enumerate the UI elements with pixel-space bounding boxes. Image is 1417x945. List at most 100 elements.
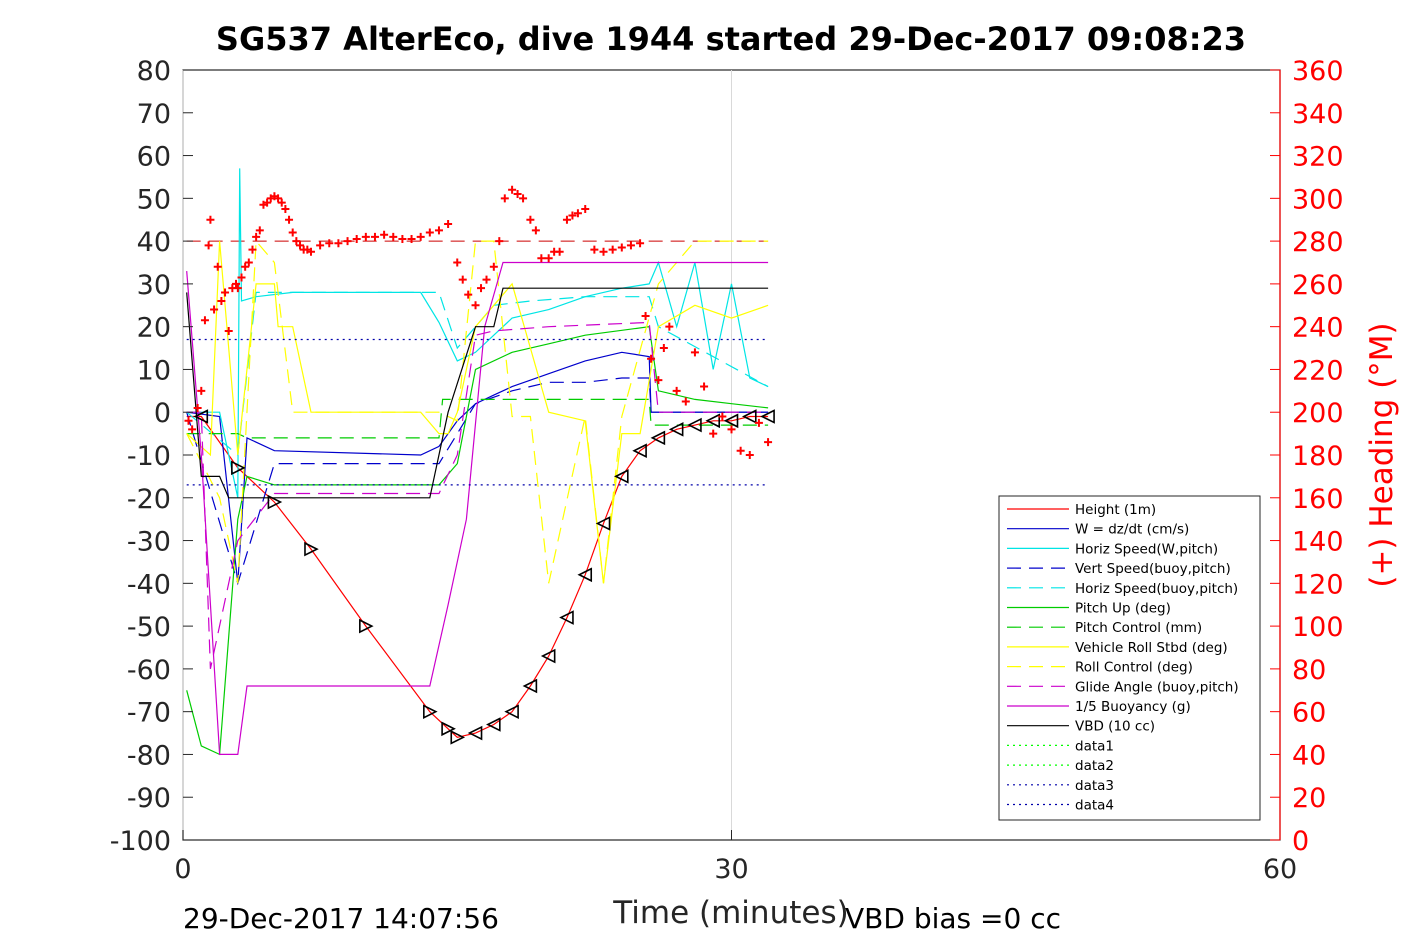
y2-tick-label-10: 160 — [1292, 484, 1344, 515]
heading-point-5 — [204, 241, 213, 250]
heading-point-36 — [325, 239, 334, 248]
legend-label-6: Pitch Control (mm) — [1075, 620, 1202, 636]
y-tick-label-2: 60 — [137, 142, 171, 173]
heading-point-87 — [709, 429, 718, 438]
heading-point-91 — [745, 451, 754, 459]
heading-point-14 — [233, 284, 242, 293]
legend-label-3: Vert Speed(buoy,pitch) — [1075, 561, 1231, 577]
y2-tick-label-3: 300 — [1292, 184, 1344, 215]
y2-tick-label-13: 100 — [1292, 612, 1344, 643]
legend-label-11: VBD (10 cc) — [1075, 719, 1155, 735]
depth-marker-14 — [559, 610, 574, 625]
depth-marker-8 — [450, 730, 466, 745]
legend: Height (1m) W = dz/dt (cm/s) Horiz Speed(W… — [998, 495, 1261, 821]
legend-label-15: data4 — [1075, 798, 1114, 814]
heading-point-43 — [389, 232, 398, 241]
heading-point-65 — [544, 254, 553, 263]
y2-tick-label-1: 340 — [1292, 99, 1344, 130]
depth-marker-6 — [423, 704, 438, 719]
heading-point-61 — [519, 194, 528, 203]
legend-label-8: Roll Control (deg) — [1075, 660, 1193, 676]
heading-point-18 — [248, 245, 257, 254]
heading-point-39 — [352, 234, 361, 243]
heading-point-25 — [274, 194, 283, 203]
y2-tick-label-16: 40 — [1292, 740, 1326, 771]
heading-point-59 — [508, 185, 517, 194]
heading-point-74 — [608, 245, 617, 254]
y-tick-label-0: 80 — [137, 56, 171, 87]
y-tick-label-9: -10 — [127, 441, 171, 472]
heading-point-6 — [206, 215, 215, 224]
y2-tick-label-2: 320 — [1292, 142, 1344, 173]
depth-marker-24 — [741, 409, 757, 424]
legend-label-14: data3 — [1075, 778, 1114, 794]
series-line-6 — [186, 398, 769, 439]
y2-tick-label-5: 260 — [1292, 270, 1344, 301]
y-tick-label-8: 0 — [154, 398, 171, 429]
x-tick-label-1: 30 — [714, 854, 748, 885]
heading-point-45 — [407, 234, 416, 243]
y-tick-label-14: -60 — [127, 655, 171, 686]
x-tick-label-2: 60 — [1263, 854, 1297, 885]
heading-point-27 — [281, 205, 290, 214]
vbd-bias-text: VBD bias =0 cc — [845, 902, 1061, 935]
heading-point-67 — [555, 247, 564, 256]
heading-point-19 — [252, 232, 261, 241]
y2-tick-label-0: 360 — [1292, 56, 1344, 87]
heading-point-22 — [263, 198, 272, 207]
heading-point-15 — [237, 273, 246, 282]
y-tick-label-3: 50 — [137, 184, 171, 215]
heading-point-16 — [241, 262, 250, 271]
heading-point-17 — [244, 258, 253, 267]
heading-point-77 — [636, 239, 645, 248]
heading-point-90 — [736, 446, 745, 455]
series-line-8 — [186, 239, 769, 584]
heading-point-69 — [568, 211, 577, 220]
heading-point-85 — [690, 348, 699, 357]
heading-point-13 — [232, 279, 241, 288]
heading-point-41 — [370, 232, 379, 241]
axes-layer: 0 30 6080706050403020100-10-20-30-40-50-60… — [110, 56, 1344, 885]
y-tick-label-15: -70 — [127, 698, 171, 729]
heading-point-86 — [700, 382, 709, 391]
y-tick-label-18: -100 — [110, 826, 171, 857]
depth-marker-5 — [359, 618, 374, 634]
legend-label-9: Glide Angle (buoy,pitch) — [1075, 679, 1239, 695]
y2-tick-label-14: 80 — [1292, 655, 1326, 686]
heading-point-46 — [416, 232, 425, 241]
legend-label-5: Pitch Up (deg) — [1075, 601, 1171, 617]
heading-point-64 — [537, 254, 546, 263]
heading-point-53 — [471, 301, 480, 310]
heading-point-80 — [654, 376, 663, 385]
heading-point-42 — [380, 230, 389, 239]
legend-label-13: data2 — [1075, 758, 1114, 774]
heading-point-26 — [277, 198, 286, 207]
depth-marker-10 — [486, 717, 501, 732]
y2-tick-label-8: 200 — [1292, 398, 1344, 429]
y2-tick-label-15: 60 — [1292, 698, 1326, 729]
heading-point-79 — [647, 354, 656, 363]
depth-marker-15 — [577, 567, 593, 583]
heading-point-28 — [285, 215, 294, 224]
depth-marker-20 — [668, 422, 684, 437]
heading-point-62 — [526, 215, 535, 224]
heading-point-1 — [188, 425, 197, 434]
heading-point-2 — [193, 403, 202, 412]
heading-point-78 — [641, 311, 650, 320]
depth-marker-22 — [705, 413, 721, 429]
heading-point-68 — [562, 215, 571, 224]
heading-point-70 — [573, 209, 582, 218]
legend-label-12: data1 — [1075, 738, 1114, 754]
heading-point-54 — [477, 284, 486, 293]
depth-marker-13 — [540, 648, 556, 664]
heading-point-37 — [334, 239, 343, 248]
heading-point-44 — [398, 234, 407, 243]
heading-point-29 — [288, 228, 297, 237]
y2-tick-label-7: 220 — [1292, 355, 1344, 386]
series-line-10 — [186, 261, 769, 756]
y-tick-label-17: -90 — [127, 783, 171, 814]
heading-point-60 — [513, 190, 522, 199]
legend-label-7: Vehicle Roll Stbd (deg) — [1075, 640, 1228, 656]
depth-marker-16 — [595, 516, 611, 531]
